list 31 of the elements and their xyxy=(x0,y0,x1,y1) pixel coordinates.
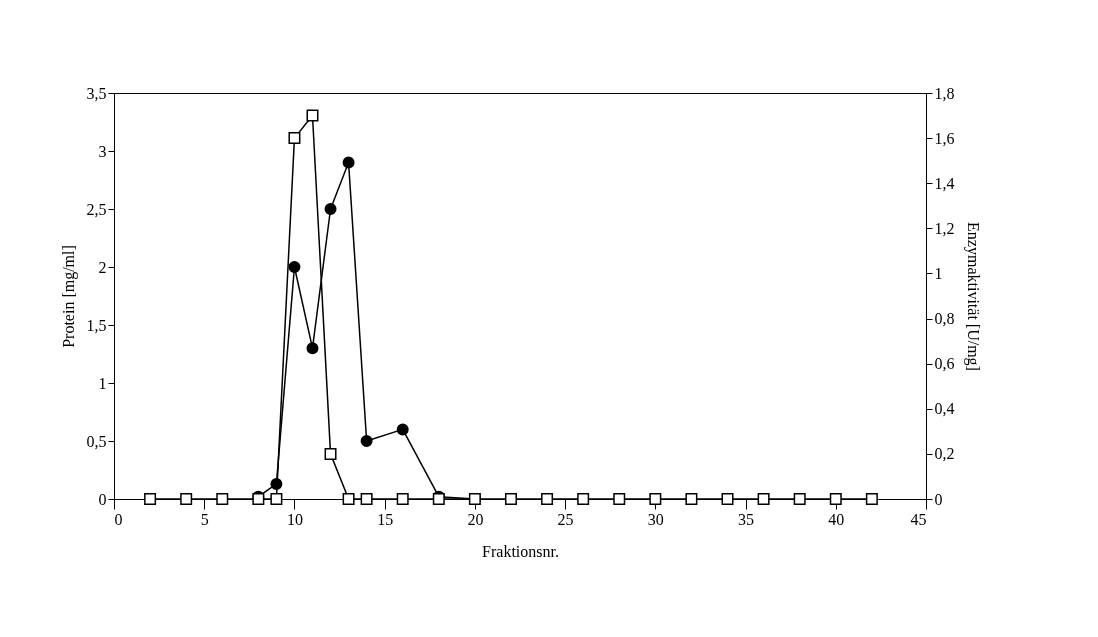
x-tick-label: 35 xyxy=(738,510,755,528)
y-tick-label: 1,5 xyxy=(86,316,107,334)
y2-tick-label: 0,6 xyxy=(934,355,955,373)
x-tick-label: 20 xyxy=(467,510,484,528)
x-tick-label: 45 xyxy=(910,510,927,528)
x-tick-label: 15 xyxy=(377,510,394,528)
x-tick-label: 5 xyxy=(200,510,209,528)
y2-tick-label: 1,2 xyxy=(934,219,955,237)
y-axis-title: Protein [mg/ml] xyxy=(59,245,78,348)
x-tick-label: 40 xyxy=(828,510,845,528)
x-tick-label: 10 xyxy=(286,510,303,528)
y2-tick-label: 1,6 xyxy=(934,129,955,147)
y-tick-label: 0,5 xyxy=(86,432,107,450)
y2-axis-title: Enzymaktivität [U/mg] xyxy=(963,222,982,371)
y-tick-label: 3,5 xyxy=(86,84,107,102)
y-tick-label: 3 xyxy=(98,142,107,160)
y2-tick-label: 0,2 xyxy=(934,445,955,463)
y2-tick-label: 1,8 xyxy=(934,84,955,102)
x-tick-label: 25 xyxy=(557,510,574,528)
y-tick-label: 2,5 xyxy=(86,200,107,218)
x-tick-label: 0 xyxy=(114,510,123,528)
y2-tick-label: 0 xyxy=(934,490,943,508)
y-tick-label: 2 xyxy=(98,258,107,276)
y2-tick-label: 1 xyxy=(934,264,943,282)
x-tick-label: 30 xyxy=(647,510,664,528)
y2-tick-label: 0,8 xyxy=(934,310,955,328)
y-tick-label: 0 xyxy=(98,490,107,508)
y2-tick-label: 1,4 xyxy=(934,174,955,192)
x-axis-title: Fraktionsnr. xyxy=(482,542,559,560)
y-tick-label: 1 xyxy=(98,374,107,392)
y2-tick-label: 0,4 xyxy=(934,400,955,418)
